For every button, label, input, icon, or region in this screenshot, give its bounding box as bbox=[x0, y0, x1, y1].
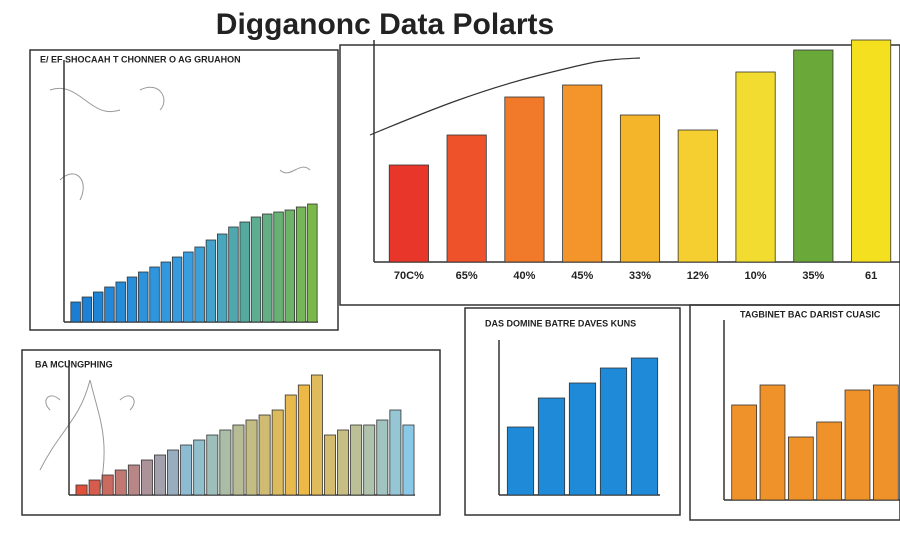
chart-frame bbox=[464, 307, 681, 516]
bar bbox=[350, 424, 363, 496]
bar bbox=[731, 404, 758, 501]
bar bbox=[183, 251, 194, 323]
trend-line bbox=[369, 57, 641, 136]
bar bbox=[851, 39, 892, 263]
bar bbox=[104, 286, 115, 323]
bar bbox=[363, 424, 376, 496]
bar bbox=[206, 434, 219, 496]
bar bbox=[759, 384, 786, 501]
bar bbox=[180, 444, 193, 496]
bar bbox=[389, 409, 402, 496]
bar bbox=[101, 474, 114, 496]
bar bbox=[284, 394, 297, 496]
bar bbox=[562, 84, 603, 263]
bar bbox=[232, 424, 245, 496]
chart-title: E/ EF SHOCAAH T CHONNER O AG GRUAHON bbox=[40, 54, 241, 64]
bar bbox=[537, 397, 566, 496]
bar bbox=[149, 266, 160, 323]
bar bbox=[219, 429, 232, 496]
bar bbox=[297, 384, 310, 496]
x-tick-label: 33% bbox=[629, 270, 651, 282]
bar bbox=[504, 96, 545, 263]
x-tick-label: 40% bbox=[513, 270, 535, 282]
bar bbox=[619, 114, 661, 263]
x-tick-label: 12% bbox=[687, 270, 709, 282]
chart-title: BA MCUNGPHING bbox=[35, 359, 113, 369]
bar bbox=[630, 357, 659, 496]
bar bbox=[271, 409, 284, 496]
chart-frame bbox=[29, 49, 339, 331]
chart-frame bbox=[339, 44, 900, 306]
bar bbox=[88, 479, 101, 496]
chart-title: DAS DOMINE BATRE DAVES KUNS bbox=[485, 318, 636, 328]
chart-frame bbox=[21, 349, 441, 516]
bar bbox=[115, 281, 126, 323]
bar bbox=[376, 419, 389, 496]
bar bbox=[506, 426, 535, 496]
bar bbox=[262, 213, 273, 323]
bar bbox=[295, 206, 307, 323]
bar bbox=[273, 211, 284, 323]
bar bbox=[402, 424, 415, 496]
x-tick-label: 10% bbox=[745, 270, 767, 282]
bar bbox=[205, 239, 217, 323]
bar bbox=[126, 276, 138, 323]
bar bbox=[92, 291, 104, 323]
bar bbox=[388, 164, 429, 263]
chart-title: TAGBINET BAC DARIST CUASIC bbox=[740, 309, 881, 319]
bar bbox=[258, 414, 271, 496]
x-tick-label: 65% bbox=[456, 270, 478, 282]
bar bbox=[307, 203, 318, 323]
bar bbox=[194, 246, 205, 323]
bar bbox=[228, 226, 239, 323]
bar bbox=[245, 419, 258, 496]
bar bbox=[167, 449, 180, 496]
bar bbox=[75, 484, 88, 496]
bar bbox=[568, 382, 597, 496]
bar bbox=[171, 256, 183, 323]
page-title: Digganonc Data Polarts bbox=[216, 8, 554, 41]
chart-frame bbox=[689, 304, 900, 521]
bar bbox=[844, 389, 871, 501]
bar bbox=[284, 209, 296, 323]
bar bbox=[677, 129, 718, 263]
x-tick-label: 70C% bbox=[394, 270, 424, 282]
bar bbox=[193, 439, 206, 496]
bar bbox=[793, 49, 834, 263]
bar bbox=[337, 429, 350, 496]
bar bbox=[735, 71, 776, 263]
bar bbox=[160, 261, 172, 323]
x-tick-label: 45% bbox=[571, 270, 593, 282]
bar bbox=[114, 469, 127, 496]
bar bbox=[70, 301, 81, 323]
bar bbox=[154, 454, 166, 496]
bar bbox=[599, 367, 628, 496]
bar bbox=[250, 216, 262, 323]
bar bbox=[216, 233, 228, 323]
bar bbox=[872, 384, 899, 501]
bar bbox=[446, 134, 487, 263]
bar bbox=[324, 434, 336, 496]
bar bbox=[138, 271, 149, 323]
bar bbox=[787, 436, 814, 501]
bar bbox=[310, 374, 323, 496]
bar bbox=[816, 421, 843, 501]
bar bbox=[81, 296, 93, 323]
x-tick-label: 35% bbox=[802, 270, 824, 282]
bar bbox=[140, 459, 153, 496]
bar bbox=[239, 221, 250, 323]
bar bbox=[127, 464, 140, 496]
x-tick-label: 61 bbox=[865, 270, 877, 282]
